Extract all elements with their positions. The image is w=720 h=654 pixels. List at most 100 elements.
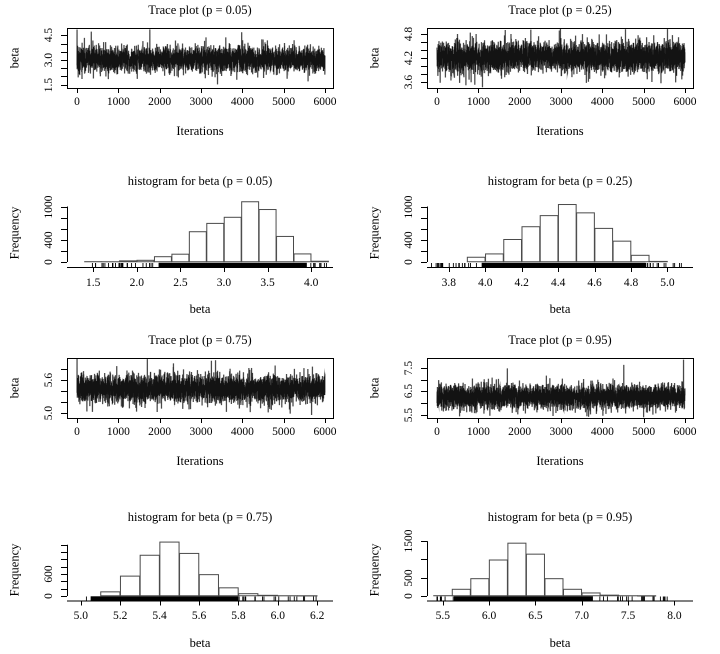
chart-title: Trace plot (p = 0.75): [148, 333, 252, 347]
x-tick-label: 2000: [508, 96, 532, 108]
x-tick-label: 5.0: [660, 277, 675, 289]
y-tick-label: 4.2: [403, 50, 415, 66]
x-tick-label: 2000: [508, 426, 532, 438]
histogram-canvas: [360, 160, 720, 330]
histogram-canvas: [0, 160, 360, 330]
x-tick-label: 1000: [106, 426, 130, 438]
y-axis-label: beta: [7, 47, 22, 69]
panel-trace-p075: Trace plot (p = 0.75) beta Iterations 5.…: [0, 330, 360, 490]
x-tick-label: 4.4: [550, 277, 566, 289]
x-tick-label: 7.5: [620, 610, 636, 622]
x-tick-label: 3.0: [216, 277, 232, 289]
x-tick-label: 7.0: [574, 610, 589, 622]
histogram-canvas: [0, 490, 360, 654]
x-axis-label: Iterations: [536, 454, 584, 468]
x-tick-label: 3000: [549, 426, 573, 438]
y-tick-label: 0: [43, 259, 55, 265]
x-tick-label: 1000: [466, 426, 490, 438]
panel-hist-p025: histogram for beta (p = 0.25) Frequency …: [360, 160, 720, 330]
x-tick-label: 6000: [313, 426, 337, 438]
y-tick-label: 1000: [43, 195, 55, 218]
panel-hist-p005: histogram for beta (p = 0.05) Frequency …: [0, 160, 360, 330]
panel-trace-p095: Trace plot (p = 0.95) beta Iterations 5.…: [360, 330, 720, 490]
chart-title: histogram for beta (p = 0.05): [127, 174, 273, 188]
x-tick-label: 4000: [230, 426, 254, 438]
y-tick-label: 5.0: [43, 405, 55, 420]
x-tick-label: 1000: [466, 96, 490, 108]
chart-title: Trace plot (p = 0.25): [508, 3, 612, 17]
y-tick-label: 1000: [403, 195, 415, 218]
chart-title: histogram for beta (p = 0.95): [487, 510, 633, 524]
x-tick-label: 0: [74, 96, 80, 108]
x-tick-label: 3.5: [260, 277, 275, 289]
x-tick-label: 6000: [313, 96, 337, 108]
x-tick-label: 2000: [148, 96, 172, 108]
x-tick-label: 6.0: [481, 610, 497, 622]
y-tick-label: 0: [403, 593, 415, 599]
x-axis-label: beta: [189, 302, 211, 316]
panel-hist-p095: histogram for beta (p = 0.95) Frequency …: [360, 490, 720, 654]
y-tick-label: 400: [43, 231, 55, 249]
x-tick-label: 3000: [189, 96, 213, 108]
x-tick-label: 5.4: [152, 610, 167, 622]
x-tick-label: 3.8: [441, 277, 457, 289]
x-axis-label: Iterations: [536, 124, 584, 138]
histogram-canvas: [360, 490, 720, 654]
x-tick-label: 5.8: [231, 610, 246, 622]
chart-title: Trace plot (p = 0.05): [148, 3, 252, 17]
trace-plot-canvas: [360, 0, 720, 160]
x-tick-label: 0: [434, 96, 440, 108]
y-tick-label: 7.5: [403, 361, 415, 376]
y-tick-label: 0: [403, 259, 415, 265]
y-tick-label: 3.0: [43, 52, 55, 68]
x-tick-label: 5000: [632, 96, 656, 108]
x-tick-label: 8.0: [667, 610, 682, 622]
chart-title: histogram for beta (p = 0.25): [487, 174, 633, 188]
panel-trace-p005: Trace plot (p = 0.05) beta Iterations 1.…: [0, 0, 360, 160]
chart-title: Trace plot (p = 0.95): [508, 333, 612, 347]
x-tick-label: 5.6: [191, 610, 207, 622]
x-tick-label: 4000: [590, 96, 614, 108]
x-tick-label: 6.0: [270, 610, 286, 622]
y-tick-label: 1500: [403, 529, 415, 553]
x-tick-label: 0: [434, 426, 440, 438]
x-tick-label: 4000: [230, 96, 254, 108]
x-tick-label: 4.6: [587, 277, 602, 289]
x-tick-label: 6.2: [310, 610, 325, 622]
x-axis-label: beta: [549, 636, 571, 650]
x-tick-label: 0: [74, 426, 80, 438]
x-tick-label: 4000: [590, 426, 614, 438]
y-tick-label: 4.5: [43, 28, 55, 43]
x-axis-label: beta: [189, 636, 211, 650]
x-tick-label: 4.2: [514, 277, 529, 289]
x-tick-label: 4.0: [478, 277, 493, 289]
x-tick-label: 6000: [673, 426, 697, 438]
trace-plot-canvas: [0, 0, 360, 160]
y-tick-label: 400: [403, 231, 415, 249]
y-axis-label: beta: [7, 377, 22, 399]
x-tick-label: 2.0: [129, 277, 144, 289]
trace-plot-canvas: [360, 330, 720, 490]
y-tick-label: 500: [403, 569, 415, 587]
y-tick-label: 3.6: [403, 74, 415, 90]
x-tick-label: 5.2: [113, 610, 128, 622]
y-axis-label: beta: [367, 377, 382, 399]
x-tick-label: 5.0: [73, 610, 88, 622]
x-tick-label: 5000: [272, 96, 296, 108]
x-tick-label: 3000: [549, 96, 573, 108]
trace-plot-canvas: [0, 330, 360, 490]
y-axis-label: Frequency: [7, 543, 22, 597]
y-axis-label: Frequency: [367, 543, 382, 597]
y-tick-label: 6.5: [403, 384, 415, 399]
panel-hist-p075: histogram for beta (p = 0.75) Frequency …: [0, 490, 360, 654]
y-tick-label: 0: [43, 593, 55, 599]
x-tick-label: 4.8: [623, 277, 639, 289]
x-tick-label: 5.5: [435, 610, 450, 622]
x-tick-label: 5000: [272, 426, 296, 438]
y-tick-label: 1.5: [43, 77, 55, 92]
x-tick-label: 4.0: [304, 277, 319, 289]
y-axis-label: beta: [367, 47, 382, 69]
x-tick-label: 6000: [673, 96, 697, 108]
y-axis-label: Frequency: [367, 206, 382, 260]
